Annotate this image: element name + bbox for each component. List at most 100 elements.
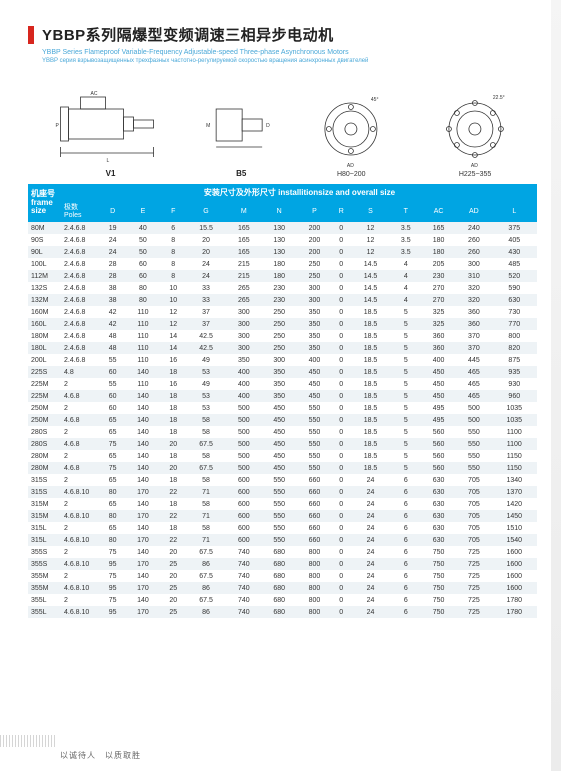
table-cell: 18.5 [350,366,390,378]
table-cell: 4.6.8.10 [62,606,100,618]
table-cell: 18.5 [350,390,390,402]
table-cell: 445 [456,354,491,366]
table-cell: 550 [456,462,491,474]
table-cell: 71 [186,510,226,522]
table-cell: 65 [100,522,125,534]
table-cell: 600 [226,498,261,510]
table-cell: 18 [161,522,186,534]
table-cell: 37 [186,318,226,330]
table-cell: 4.6.8 [62,390,100,402]
table-cell: 680 [262,570,297,582]
table-cell: 260 [456,234,491,246]
table-cell: 2.4.6.8 [62,306,100,318]
table-cell: 1450 [492,510,537,522]
table-cell: 1035 [492,414,537,426]
table-cell: 0 [332,594,350,606]
table-cell: 2.4.6.8 [62,318,100,330]
col-l: L [492,201,537,222]
table-cell: 260 [456,246,491,258]
table-cell: 2 [62,498,100,510]
table-cell: 38 [100,294,125,306]
table-cell: 140 [125,426,160,438]
table-cell: 680 [262,558,297,570]
table-cell: 0 [332,498,350,510]
table-row: 90L2.4.6.824508201651302000123.518026043… [28,246,537,258]
title-en: YBBP Series Flameproof Variable-Frequenc… [42,48,537,57]
table-cell: 0 [332,426,350,438]
table-cell: 935 [492,366,537,378]
table-cell: 2.4.6.8 [62,258,100,270]
table-cell: 2.4.6.8 [62,330,100,342]
table-cell: 48 [100,330,125,342]
table-cell: 0 [332,522,350,534]
table-cell: 215 [226,258,261,270]
table-cell: 42.5 [186,330,226,342]
table-cell: 18.5 [350,378,390,390]
table-cell: 20 [186,246,226,258]
table-cell: 250 [297,270,332,282]
table-row: 200L2.4.6.8551101649350300400018.5540044… [28,354,537,366]
table-cell: 20 [161,570,186,582]
table-cell: 960 [492,390,537,402]
table-cell: 230 [262,294,297,306]
table-body: 80M2.4.6.81940615.51651302000123.5165240… [28,222,537,618]
table-cell: 350 [297,306,332,318]
table-cell: 660 [297,498,332,510]
table-cell: 58 [186,522,226,534]
table-cell: 4 [391,270,421,282]
table-cell: 18.5 [350,306,390,318]
table-cell: 600 [226,534,261,546]
table-cell: 80 [125,282,160,294]
table-cell: 65 [100,426,125,438]
table-cell: 60 [100,402,125,414]
table-cell: 24 [350,486,390,498]
table-cell: 33 [186,282,226,294]
table-cell: 705 [456,474,491,486]
table-row: 250M4.6.8651401858500450550018.554955001… [28,414,537,426]
table-cell: 5 [391,450,421,462]
table-cell: 53 [186,366,226,378]
table-cell: 170 [125,558,160,570]
table-cell: 24 [350,474,390,486]
table-cell: 300 [226,342,261,354]
table-cell: 740 [226,570,261,582]
table-cell: 49 [186,378,226,390]
table-cell: 375 [492,222,537,234]
table-cell: 1600 [492,546,537,558]
table-cell: 5 [391,426,421,438]
table-cell: 250 [262,318,297,330]
table-cell: 1035 [492,402,537,414]
table-row: 112M2.4.6.82860824215180250014.542303105… [28,270,537,282]
table-cell: 130 [262,246,297,258]
table-cell: 24 [186,270,226,282]
table-cell: 165 [421,222,456,234]
table-cell: 71 [186,486,226,498]
table-cell: 450 [262,450,297,462]
svg-text:P: P [56,123,60,129]
table-cell: 86 [186,606,226,618]
table-cell: 450 [262,462,297,474]
table-cell: 350 [297,318,332,330]
table-cell: 1600 [492,570,537,582]
table-cell: 2 [62,474,100,486]
table-cell: 630 [421,498,456,510]
table-cell: 18 [161,402,186,414]
table-cell: 18.5 [350,318,390,330]
table-cell: 2 [62,594,100,606]
table-cell: 75 [100,546,125,558]
table-cell: 165 [226,222,261,234]
table-cell: 560 [421,450,456,462]
table-cell: 550 [456,438,491,450]
table-cell: 180 [262,270,297,282]
table-cell: 1540 [492,534,537,546]
table-cell: 12 [350,234,390,246]
table-cell: 200 [297,246,332,258]
table-cell: 58 [186,426,226,438]
table-cell: 67.5 [186,570,226,582]
svg-text:45°: 45° [371,97,379,103]
table-cell: 19 [100,222,125,234]
table-cell: 400 [421,354,456,366]
table-cell: 67.5 [186,594,226,606]
table-cell: 550 [262,510,297,522]
table-row: 80M2.4.6.81940615.51651302000123.5165240… [28,222,537,234]
